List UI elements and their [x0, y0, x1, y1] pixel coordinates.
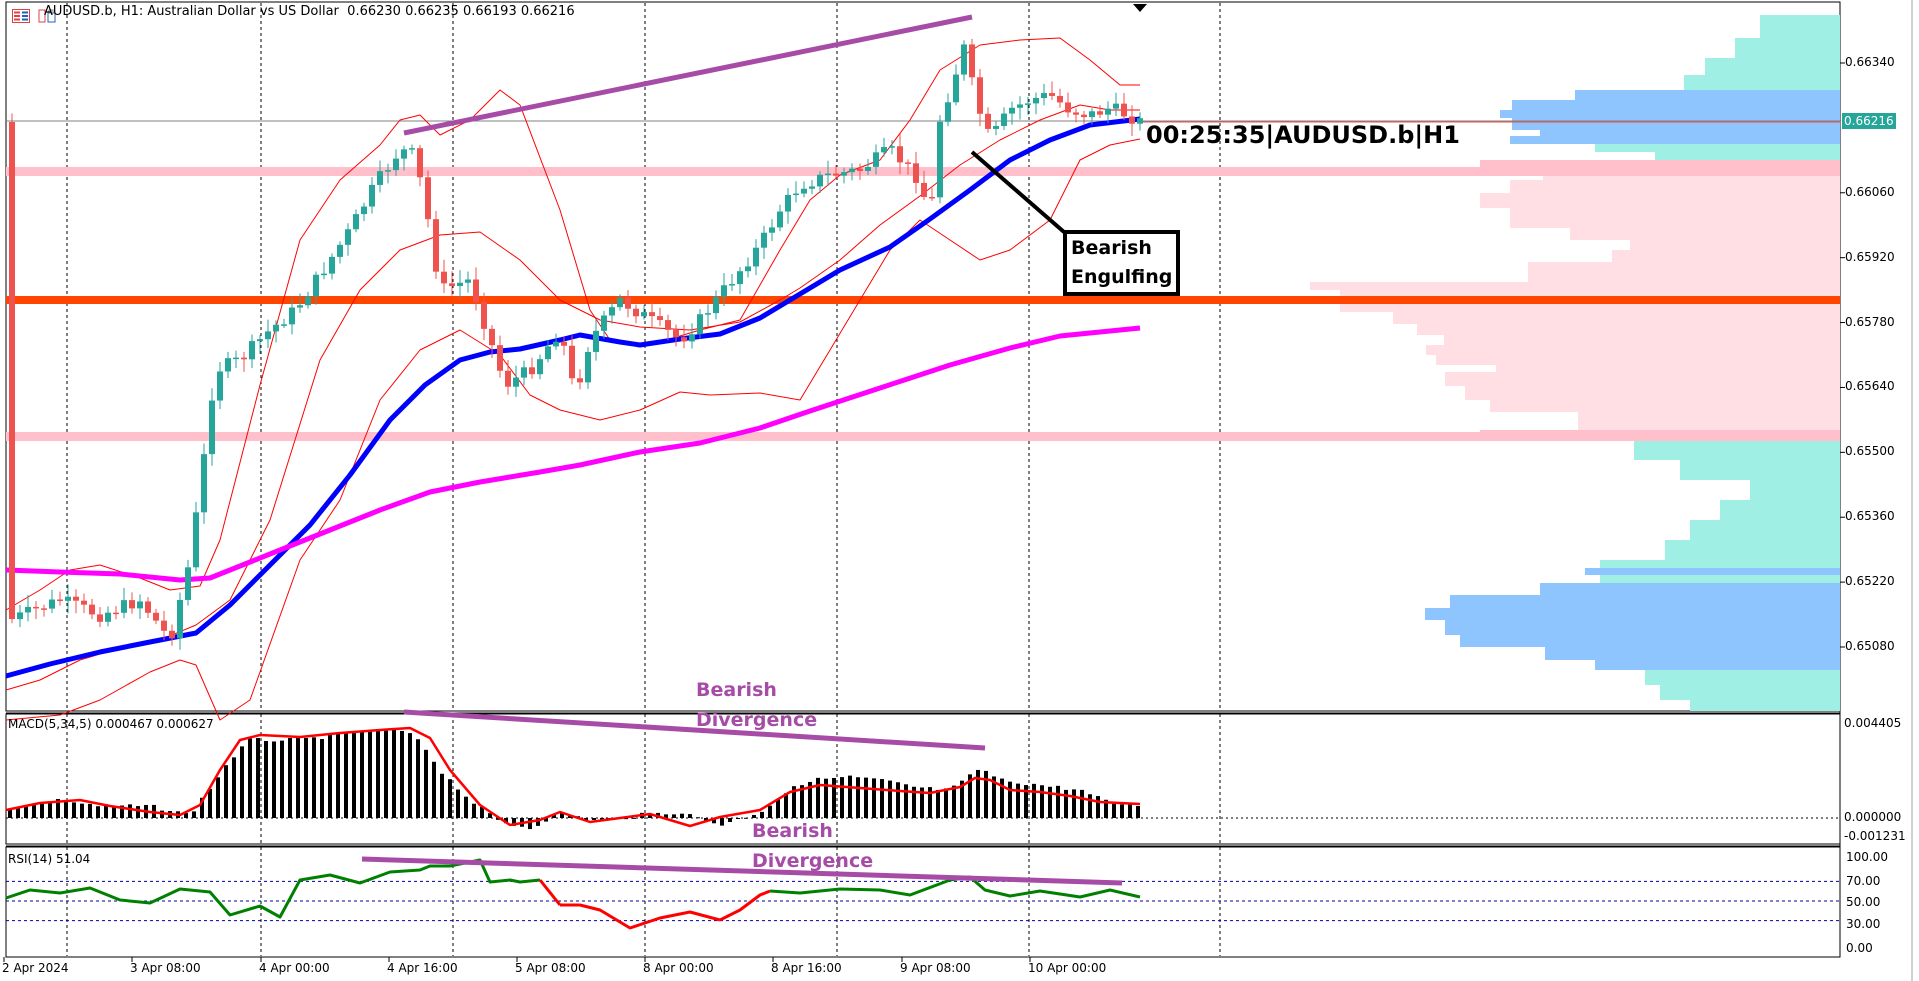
volume-profile [1310, 15, 1840, 711]
axis-ticks [3, 62, 1845, 962]
support-zone [6, 432, 1840, 441]
rsi-line-down [538, 879, 562, 906]
macd-label: MACD(5,34,5) 0.000467 0.000627 [8, 717, 214, 731]
ohlc-values: 0.66230 0.66235 0.66193 0.66216 [347, 4, 575, 19]
rsi-axis-30: 30.00 [1846, 917, 1881, 931]
rsi-indicator [5, 858, 1141, 930]
time-axis-label: 10 Apr 00:00 [1028, 961, 1107, 975]
macd-trendline [403, 709, 986, 751]
annot-line-2: Engulfing [1071, 266, 1173, 288]
rsi-divergence-label[interactable]: Bearish Divergence [752, 816, 873, 876]
bb-middle [5, 104, 1140, 691]
chart-header: AUDUSD.b, H1: Australian Dollar vs US Do… [44, 4, 575, 19]
ma-fast-line [5, 116, 1141, 679]
div-line-1: Bearish [752, 820, 833, 842]
time-axis-label: 8 Apr 16:00 [771, 961, 842, 975]
key-level-line [6, 296, 1840, 304]
rsi-axis-50: 50.00 [1846, 895, 1881, 909]
macd-signal-line [5, 726, 1141, 828]
rsi-axis-70: 70.00 [1846, 874, 1881, 888]
price-axis-label: 0.65500 [1845, 444, 1895, 459]
bb-upper [5, 37, 1140, 611]
bb-lower [5, 138, 1141, 721]
price-axis-label: 0.65360 [1845, 509, 1895, 524]
price-axis-label: 0.65640 [1845, 379, 1895, 394]
rsi-axis-0: 0.00 [1846, 941, 1873, 955]
object-list-icon[interactable] [38, 9, 56, 23]
macd-axis-max: 0.004405 [1844, 716, 1902, 730]
macd-indicator [5, 726, 1141, 830]
indicator-list-icon[interactable] [12, 9, 30, 23]
time-axis-label: 5 Apr 08:00 [515, 961, 586, 975]
price-axis-label: 0.66060 [1845, 184, 1895, 199]
rsi-line-down [560, 903, 721, 930]
price-axis-label: 0.65920 [1845, 249, 1895, 264]
time-axis-label: 3 Apr 08:00 [130, 961, 201, 975]
time-axis-label: 4 Apr 00:00 [259, 961, 330, 975]
price-axis-label: 0.66340 [1845, 55, 1895, 69]
macd-axis-zero: 0.000000 [1844, 810, 1902, 824]
price-axis-label: 0.65080 [1845, 639, 1895, 653]
annot-line-1: Bearish [1071, 237, 1152, 259]
div-line-2: Divergence [752, 850, 874, 872]
time-axis-label: 2 Apr 2024 [2, 961, 69, 975]
moving-averages [5, 116, 1141, 679]
ma-slow-line [5, 325, 1141, 583]
time-axis-label: 8 Apr 00:00 [643, 961, 714, 975]
shift-marker-icon [1133, 4, 1147, 12]
current-price-tag: 0.66216 [1842, 113, 1896, 129]
trendlines [361, 4, 1147, 886]
horizontal-zones [6, 120, 1840, 441]
bearish-engulfing-label[interactable]: Bearish Engulfing [1063, 230, 1181, 296]
price-axis-label: 0.65780 [1845, 314, 1895, 329]
rsi-trendline [361, 856, 1123, 886]
time-axis-label: 4 Apr 16:00 [387, 961, 458, 975]
header-icons [12, 9, 56, 23]
resistance-zone [6, 167, 1840, 176]
div-line-2: Divergence [696, 709, 818, 731]
engulfing-pointer [970, 150, 1066, 234]
grid-lines [6, 3, 1840, 956]
macd-axis-min: -0.001231 [1844, 829, 1906, 843]
candlesticks [9, 38, 1143, 650]
rsi-label: RSI(14) 51.04 [8, 852, 91, 866]
price-trendline [403, 14, 973, 136]
price-axis-label: 0.65220 [1845, 574, 1895, 589]
div-line-1: Bearish [696, 679, 777, 701]
rsi-panel-border [5, 846, 1841, 958]
symbol-title: AUDUSD.b, H1: Australian Dollar vs US Do… [44, 4, 339, 19]
rsi-line-down [719, 889, 771, 922]
bollinger-bands [5, 37, 1141, 721]
rsi-line-up [5, 858, 541, 919]
rsi-axis-100: 100.00 [1846, 850, 1888, 864]
time-axis-label: 9 Apr 08:00 [900, 961, 971, 975]
macd-divergence-label[interactable]: Bearish Divergence [696, 675, 817, 735]
countdown-timer: 00:25:35|AUDUSD.b|H1 [1146, 121, 1460, 149]
